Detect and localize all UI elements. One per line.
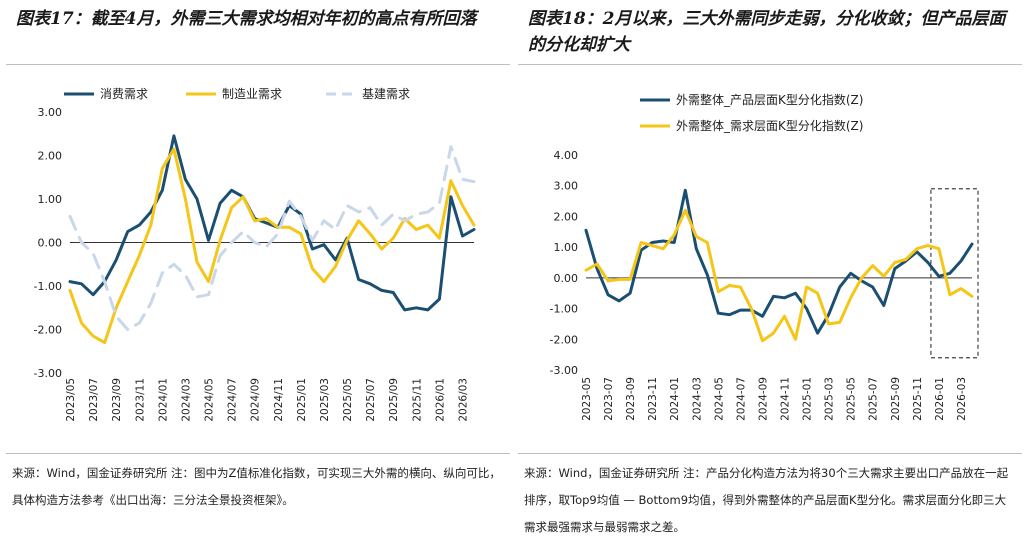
right-x-tick-label: 2025-01 bbox=[802, 377, 814, 421]
left-y-tick-label: -2.00 bbox=[34, 324, 62, 337]
left-series-line-2 bbox=[68, 147, 476, 345]
right-x-tick-label: 2025-07 bbox=[868, 377, 880, 421]
left-x-tick-label: 2024/07 bbox=[227, 378, 239, 422]
right-x-tick-label: 2023-07 bbox=[603, 377, 615, 421]
left-x-tick-label: 2023/07 bbox=[88, 378, 100, 422]
right-y-tick-label: 2.00 bbox=[554, 210, 579, 223]
right-legend-label-2: 外需整体_需求层面K型分化指数(Z) bbox=[676, 118, 863, 133]
left-x-tick-label: 2025/03 bbox=[319, 378, 331, 422]
right-y-tick-label: 0.00 bbox=[554, 272, 579, 285]
left-figure-title: 图表17：截至4月，外需三大需求均相对年初的高点有所回落 bbox=[16, 9, 477, 29]
right-legend-label-1: 外需整体_产品层面K型分化指数(Z) bbox=[676, 92, 863, 107]
left-x-tick-label: 2026/03 bbox=[457, 378, 469, 422]
right-x-tick-label: 2023-05 bbox=[581, 377, 593, 421]
left-series-line-3 bbox=[68, 145, 476, 331]
right-y-tick-label: -3.00 bbox=[550, 364, 578, 377]
right-x-tick-label: 2025-03 bbox=[824, 377, 836, 421]
right-source-note: 来源：Wind，国金证券研究所 注：产品分化构造方法为将30个三大需求主要出口产… bbox=[524, 466, 1009, 534]
left-panel: 图表17：截至4月，外需三大需求均相对年初的高点有所回落 3.00 2.00 1.0… bbox=[6, 0, 510, 545]
right-x-tick-label: 2025-05 bbox=[846, 377, 858, 421]
left-source-note: 来源：Wind，国金证券研究所 注：图中为Z值标准化指数，可实现三大外需的横向、… bbox=[12, 466, 501, 507]
left-x-tick-label: 2023/11 bbox=[134, 378, 146, 422]
right-figure-title: 图表18：2月以来，三大外需同步走弱，分化收敛；但产品层面的分化却扩大 bbox=[528, 9, 1006, 55]
right-series-line-1 bbox=[584, 188, 974, 335]
right-highlight-box bbox=[930, 188, 979, 359]
right-x-tick-label: 2026-03 bbox=[956, 377, 968, 421]
left-y-tick-label: 1.00 bbox=[38, 193, 63, 206]
left-y-tick-label: 0.00 bbox=[38, 237, 63, 250]
right-source-rule bbox=[518, 453, 1022, 454]
right-x-tick-label: 2025-11 bbox=[912, 377, 924, 421]
left-x-tick-label: 2024/03 bbox=[180, 378, 192, 422]
right-x-tick-label: 2024-01 bbox=[669, 377, 681, 421]
left-source-rule bbox=[6, 453, 510, 454]
right-x-tick-label: 2024-09 bbox=[757, 377, 769, 421]
left-y-tick-label: -1.00 bbox=[34, 280, 62, 293]
left-x-tick-label: 2025/09 bbox=[388, 378, 400, 422]
left-y-tick-label: -3.00 bbox=[34, 367, 62, 380]
left-x-tick-label: 2024/09 bbox=[250, 378, 262, 422]
right-line-chart: 4.003.002.001.000.00-1.00-2.00-3.002023-… bbox=[550, 92, 979, 421]
left-x-tick-label: 2024/01 bbox=[157, 378, 169, 422]
left-legend-label-2: 制造业需求 bbox=[222, 87, 282, 101]
right-title-rule bbox=[518, 64, 1022, 65]
left-x-tick-label: 2024/05 bbox=[204, 378, 216, 422]
right-y-tick-label: 1.00 bbox=[554, 241, 579, 254]
right-x-tick-label: 2024-07 bbox=[735, 377, 747, 421]
left-y-tick-label: 2.00 bbox=[38, 150, 63, 163]
right-x-tick-label: 2023-11 bbox=[647, 377, 659, 421]
left-title-rule bbox=[6, 64, 510, 65]
left-x-tick-label: 2023/09 bbox=[111, 378, 123, 422]
left-x-tick-label: 2025/05 bbox=[342, 378, 354, 422]
left-x-tick-label: 2025/11 bbox=[411, 378, 423, 422]
right-panel: 图表18：2月以来，三大外需同步走弱，分化收敛；但产品层面的分化却扩大 4.00… bbox=[518, 0, 1022, 545]
left-x-tick-label: 2025/07 bbox=[365, 378, 377, 422]
left-x-tick-label: 2025/01 bbox=[296, 378, 308, 422]
left-legend-label-3: 基建需求 bbox=[362, 87, 410, 101]
left-x-tick-label: 2026/01 bbox=[434, 378, 446, 422]
left-y-tick-label: 3.00 bbox=[38, 106, 63, 119]
right-x-tick-label: 2024-05 bbox=[713, 377, 725, 421]
right-series-line-2 bbox=[584, 208, 974, 343]
left-legend-label-1: 消费需求 bbox=[100, 87, 148, 101]
left-series-line-1 bbox=[68, 134, 476, 312]
right-y-tick-label: 3.00 bbox=[554, 180, 579, 193]
right-x-tick-label: 2023-09 bbox=[625, 377, 637, 421]
right-x-tick-label: 2024-03 bbox=[691, 377, 703, 421]
left-x-tick-label: 2024/11 bbox=[273, 378, 285, 422]
right-y-tick-label: -1.00 bbox=[550, 303, 578, 316]
right-x-tick-label: 2025-09 bbox=[890, 377, 902, 421]
right-y-tick-label: -2.00 bbox=[550, 333, 578, 346]
left-x-tick-label: 2023/05 bbox=[65, 378, 77, 422]
right-x-tick-label: 2026-01 bbox=[934, 377, 946, 421]
right-x-tick-label: 2024-11 bbox=[780, 377, 792, 421]
right-y-tick-label: 4.00 bbox=[554, 149, 579, 162]
